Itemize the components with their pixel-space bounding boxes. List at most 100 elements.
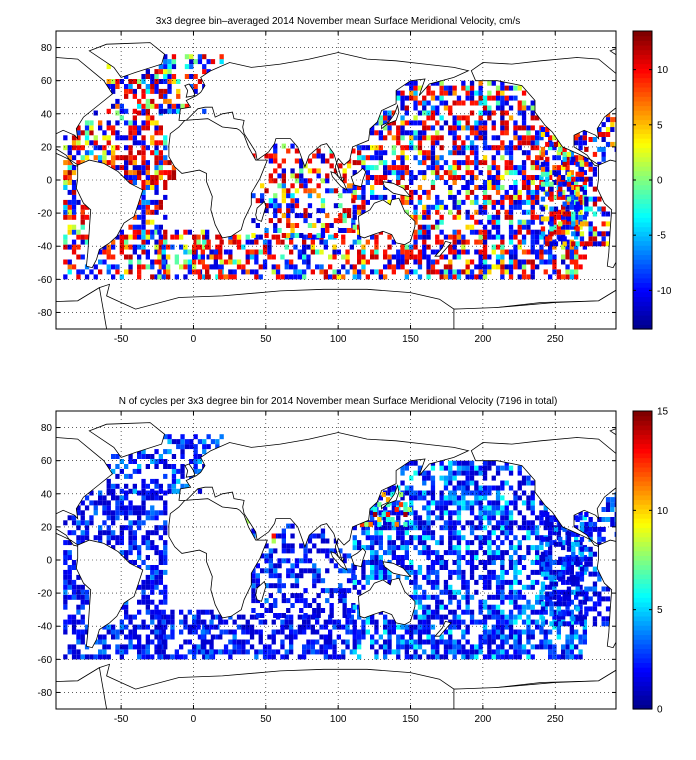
data-bin — [338, 228, 343, 233]
data-bin — [504, 530, 509, 536]
data-bin — [80, 130, 85, 136]
data-bin — [540, 556, 546, 562]
data-bin — [171, 175, 177, 180]
data-bin — [80, 510, 85, 516]
data-bin — [232, 274, 237, 280]
data-bin — [535, 569, 540, 575]
data-bin — [137, 490, 142, 496]
data-bin — [223, 644, 229, 650]
data-bin — [150, 135, 155, 141]
data-bin — [430, 520, 436, 526]
data-bin — [513, 264, 518, 270]
data-bin — [526, 140, 531, 146]
colorbar-segment — [633, 518, 652, 524]
data-bin — [443, 505, 449, 511]
data-bin — [456, 639, 462, 645]
data-bin — [245, 259, 250, 265]
data-bin — [487, 219, 492, 225]
data-bin — [461, 485, 466, 491]
data-bin — [535, 199, 540, 205]
data-bin — [482, 574, 488, 580]
data-bin — [323, 244, 328, 250]
data-bin — [378, 560, 383, 565]
data-bin — [404, 565, 409, 570]
data-bin — [404, 550, 409, 556]
data-bin — [566, 611, 572, 617]
coastline — [255, 200, 267, 222]
data-bin — [137, 110, 142, 116]
data-bin — [508, 500, 514, 506]
data-bin — [569, 259, 574, 265]
data-bin — [370, 619, 375, 625]
data-bin — [352, 540, 357, 546]
data-bin — [439, 90, 444, 96]
data-bin — [513, 180, 518, 185]
data-bin — [566, 621, 572, 627]
data-bin — [579, 186, 585, 192]
data-bin — [352, 649, 357, 655]
data-bin — [422, 175, 427, 180]
coastline — [255, 580, 267, 602]
data-bin — [588, 161, 593, 167]
data-bin — [495, 254, 501, 260]
data-bin — [396, 95, 401, 101]
data-bin — [452, 460, 457, 466]
data-bin — [584, 156, 589, 162]
data-bin — [574, 535, 579, 541]
data-bin — [251, 583, 256, 589]
colorbar-segment — [633, 96, 652, 102]
data-bin — [566, 591, 572, 597]
data-bin — [430, 584, 436, 590]
data-bin — [218, 269, 223, 275]
data-bin — [137, 464, 142, 469]
data-bin — [154, 84, 159, 89]
data-bin — [448, 490, 453, 496]
data-bin — [205, 649, 210, 655]
data-bin — [280, 239, 285, 245]
data-bin — [251, 588, 256, 594]
data-bin — [422, 234, 427, 240]
data-bin — [508, 654, 514, 660]
data-bin — [478, 505, 483, 511]
data-bin — [545, 601, 550, 607]
data-bin — [391, 624, 396, 630]
data-bin — [145, 545, 150, 551]
data-bin — [495, 170, 501, 176]
data-bin — [320, 203, 326, 209]
data-bin — [582, 639, 587, 645]
data-bin — [365, 170, 370, 176]
data-bin — [553, 581, 559, 587]
data-bin — [597, 541, 602, 547]
data-bin — [443, 274, 449, 280]
data-bin — [530, 110, 535, 116]
data-bin — [294, 583, 300, 589]
data-bin — [556, 229, 561, 235]
data-bin — [352, 565, 357, 570]
data-bin — [465, 269, 470, 275]
data-bin — [365, 579, 370, 585]
data-bin — [513, 254, 518, 260]
data-bin — [569, 634, 574, 640]
data-bin — [102, 654, 107, 660]
data-bin — [487, 594, 492, 600]
data-bin — [361, 574, 366, 580]
data-bin — [124, 483, 129, 489]
data-bin — [341, 274, 346, 280]
data-bin — [306, 264, 311, 270]
data-bin — [487, 520, 492, 526]
data-bin — [482, 244, 488, 250]
data-bin — [163, 234, 168, 240]
data-bin — [71, 520, 77, 526]
data-bin — [566, 586, 572, 592]
data-bin — [448, 259, 453, 265]
data-bin — [584, 201, 589, 207]
data-bin — [189, 64, 194, 70]
data-bin — [374, 535, 379, 541]
data-bin — [342, 588, 347, 594]
data-bin — [209, 264, 214, 270]
colorbar-tick-label: 5 — [657, 605, 663, 616]
data-bin — [562, 201, 567, 207]
data-bin — [271, 634, 276, 640]
data-bin — [614, 502, 616, 508]
